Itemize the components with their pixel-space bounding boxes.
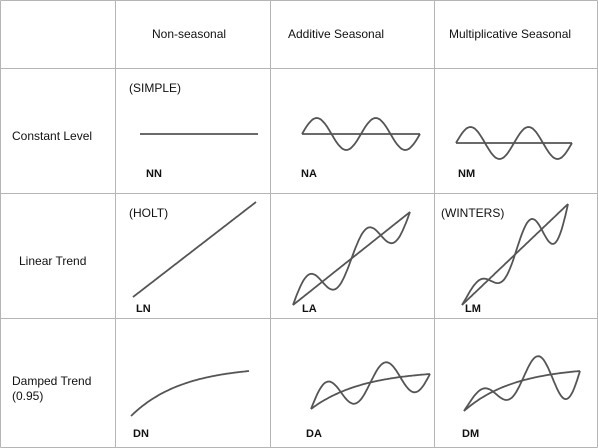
row-label-linear-trend: Linear Trend — [19, 254, 87, 268]
method-tag-holt: (HOLT) — [129, 206, 169, 220]
row-label-constant-level: Constant Level — [12, 129, 93, 143]
column-header-multiplicative-seasonal: Multiplicative Seasonal — [449, 27, 572, 41]
seasonal-wave-dm — [463, 355, 581, 412]
cell-code-da: DA — [306, 428, 322, 440]
seasonal-wave-lm — [461, 203, 569, 306]
cell-code-lm: LM — [465, 303, 481, 315]
row-label-damped-trend: Damped Trend — [12, 374, 92, 388]
column-header-non-seasonal: Non-seasonal — [152, 27, 227, 41]
method-tag-winters: (WINTERS) — [441, 206, 505, 220]
cell-code-nm: NM — [458, 168, 476, 180]
cell-code-nn: NN — [146, 168, 162, 180]
seasonal-wave-la — [292, 211, 411, 306]
cell-code-dn: DN — [133, 428, 149, 440]
cell-code-dm: DM — [462, 428, 480, 440]
row-label-damped-trend-parameter: (0.95) — [12, 389, 44, 403]
trend-line-dn — [130, 370, 250, 417]
method-tag-simple: (SIMPLE) — [129, 81, 182, 95]
trend-line-ln — [132, 201, 257, 298]
column-header-additive-seasonal: Additive Seasonal — [288, 27, 385, 41]
cell-code-ln: LN — [136, 303, 151, 315]
cell-code-la: LA — [302, 303, 317, 315]
seasonal-wave-na — [301, 117, 421, 151]
trend-line-dm — [463, 370, 581, 412]
seasonal-wave-nm — [455, 126, 573, 160]
seasonal-wave-da — [310, 361, 431, 410]
cell-code-na: NA — [301, 168, 317, 180]
